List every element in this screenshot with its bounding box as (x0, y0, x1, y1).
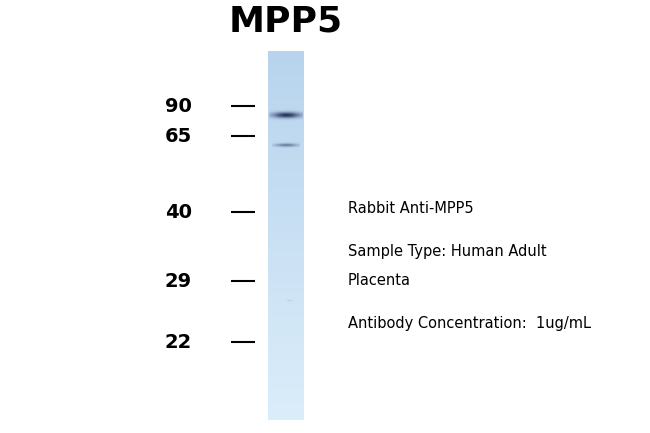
Text: 29: 29 (164, 272, 192, 291)
Text: Antibody Concentration:  1ug/mL: Antibody Concentration: 1ug/mL (348, 316, 591, 331)
Text: 22: 22 (164, 333, 192, 352)
Text: Rabbit Anti-MPP5: Rabbit Anti-MPP5 (348, 201, 473, 216)
Text: 90: 90 (165, 97, 192, 116)
Text: 65: 65 (164, 127, 192, 146)
Text: Sample Type: Human Adult: Sample Type: Human Adult (348, 244, 547, 259)
Text: 40: 40 (164, 203, 192, 222)
Text: MPP5: MPP5 (229, 5, 343, 39)
Text: Placenta: Placenta (348, 273, 411, 288)
